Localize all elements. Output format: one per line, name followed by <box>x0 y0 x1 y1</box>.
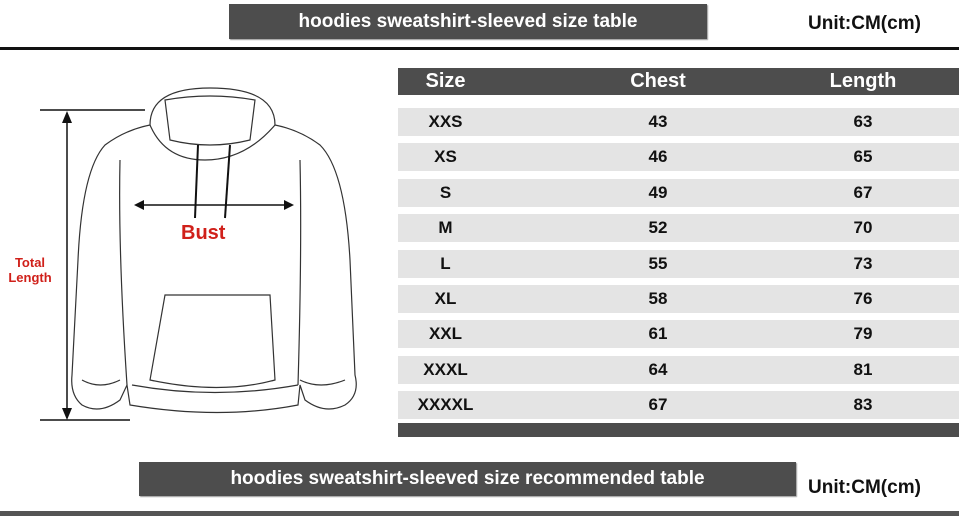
bottom-banner: hoodies sweatshirt-sleeved size recommen… <box>139 462 796 496</box>
chest-cell: 43 <box>648 112 668 131</box>
size-cell: XXS <box>428 112 463 131</box>
chest-cell: 64 <box>648 359 668 379</box>
chest-cell: 61 <box>648 324 668 344</box>
size-cell: L <box>440 253 451 273</box>
size-cell: XXL <box>428 324 463 344</box>
table-row: S 49 67 <box>398 178 959 207</box>
length-label: Length <box>8 270 52 285</box>
header-chest: Chest <box>630 70 686 92</box>
table-row: XXXXL 67 83 <box>398 391 959 420</box>
top-banner: hoodies sweatshirt-sleeved size table <box>229 4 707 39</box>
table-row: XS 46 65 <box>398 143 959 172</box>
length-cell: 81 <box>853 359 873 379</box>
table-row: XL 58 76 <box>398 285 959 313</box>
table-row: XXS 43 63 <box>398 108 959 136</box>
table-row: XXXL 64 81 <box>398 355 959 384</box>
length-cell: 70 <box>853 218 873 238</box>
unit-label-bottom: Unit:CM(cm) <box>808 477 921 498</box>
header-length: Length <box>829 70 897 92</box>
length-cell: 73 <box>853 253 873 273</box>
size-cell: S <box>439 182 452 202</box>
divider-bottom <box>0 511 959 516</box>
size-cell: XXXL <box>423 359 468 379</box>
chest-cell: 55 <box>648 253 668 273</box>
unit-label-top: Unit:CM(cm) <box>808 13 921 34</box>
size-cell: XXXXL <box>417 395 474 415</box>
table-row: M 52 70 <box>398 214 959 243</box>
length-cell: 65 <box>853 147 873 167</box>
hoodie-diagram <box>40 87 357 421</box>
table-row: L 55 73 <box>398 249 959 278</box>
bust-label: Bust <box>181 222 226 244</box>
chest-cell: 67 <box>648 395 668 415</box>
length-cell: 63 <box>853 112 873 131</box>
chest-cell: 58 <box>648 289 668 308</box>
length-cell: 76 <box>853 289 873 308</box>
length-cell: 67 <box>853 182 873 202</box>
chest-cell: 46 <box>648 147 668 167</box>
total-length-label: Total Length <box>0 255 60 285</box>
length-cell: 79 <box>853 324 873 344</box>
table-header: Size Chest Length <box>398 68 959 95</box>
table-row: XXL 61 79 <box>398 320 959 349</box>
chest-cell: 49 <box>648 182 668 202</box>
size-cell: XL <box>434 289 457 308</box>
size-cell: M <box>438 218 453 238</box>
length-cell: 83 <box>853 395 873 415</box>
header-size: Size <box>425 70 466 92</box>
table-footer-bar <box>398 423 959 437</box>
divider-top <box>0 47 959 50</box>
total-label: Total <box>14 255 46 270</box>
size-cell: XS <box>434 147 457 167</box>
chest-cell: 52 <box>648 218 668 238</box>
